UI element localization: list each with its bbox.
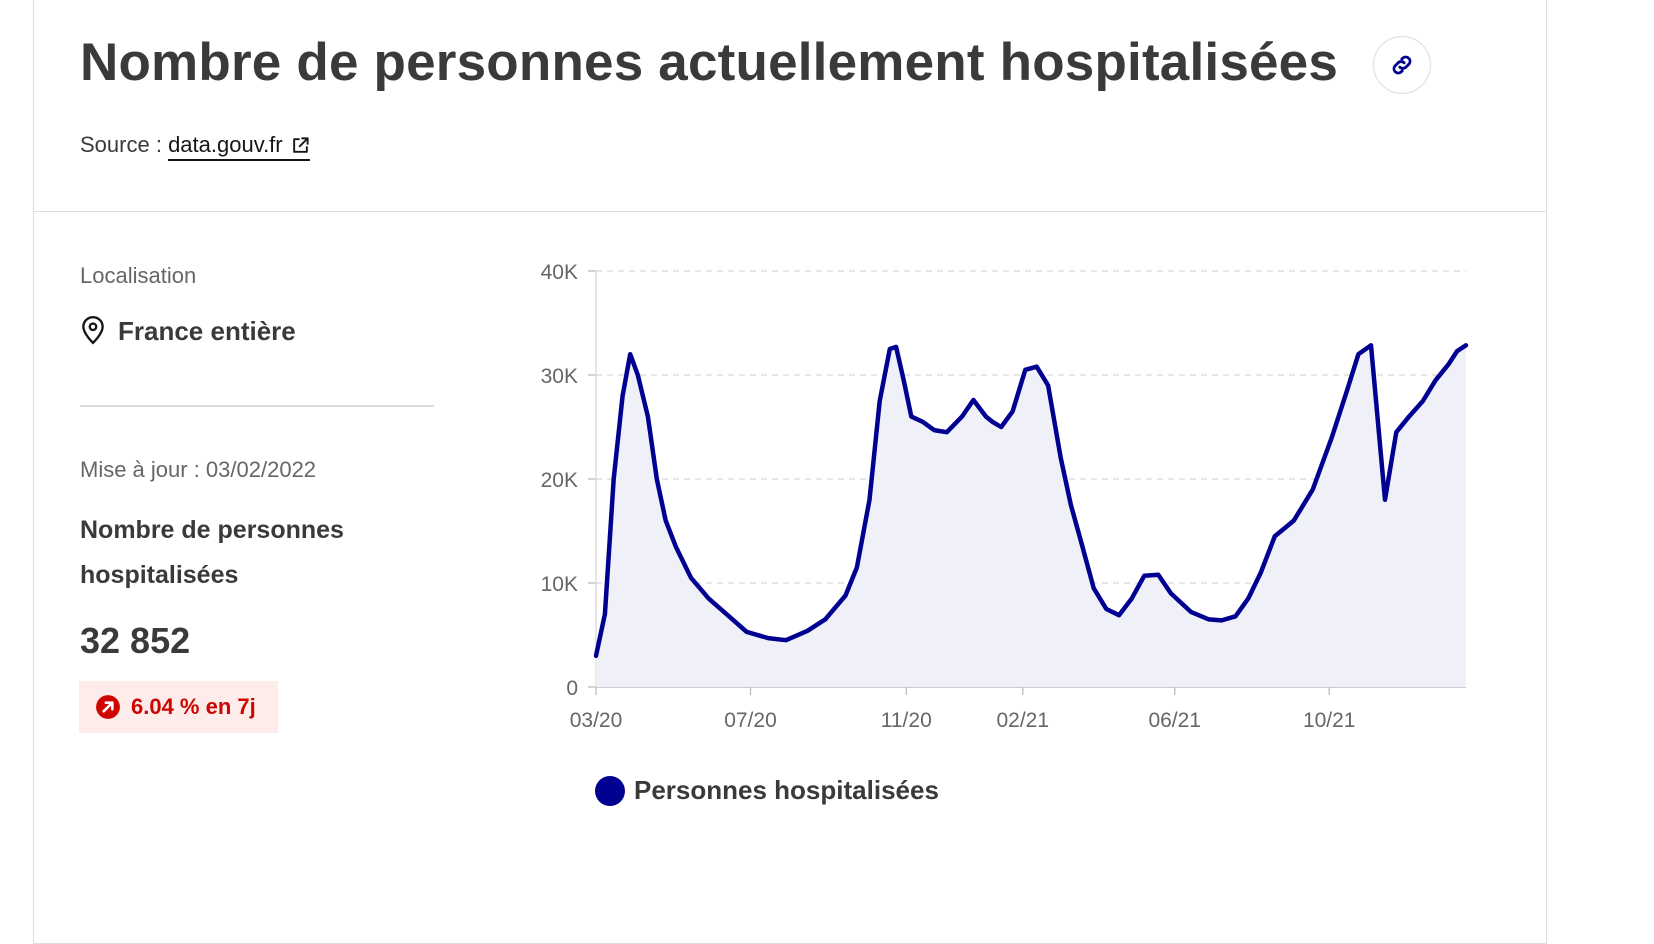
- arrow-up-right-icon: [96, 695, 120, 719]
- x-tick-label: 03/20: [570, 709, 623, 732]
- link-icon: [1392, 55, 1412, 75]
- y-tick-label: 40K: [541, 261, 578, 284]
- x-tick-label: 11/20: [881, 709, 932, 732]
- metric-value: 32 852: [80, 620, 191, 661]
- trend-badge: 6.04 % en 7j: [79, 681, 278, 733]
- update-date: Mise à jour : 03/02/2022: [80, 457, 317, 482]
- legend-swatch: [595, 775, 625, 806]
- source-link-text: data.gouv.fr: [168, 132, 283, 157]
- y-tick-label: 30K: [541, 365, 578, 388]
- series-area: [596, 345, 1466, 687]
- x-tick-label: 06/21: [1148, 709, 1201, 732]
- map-pin-icon: [82, 315, 104, 344]
- header-divider: [33, 211, 1547, 212]
- x-tick-label: 07/20: [724, 709, 777, 732]
- y-tick-label: 0: [566, 677, 578, 700]
- metric-label: Nombre de personnes hospitalisées: [80, 516, 344, 589]
- series-line: [593, 343, 1469, 659]
- location-label: Localisation: [80, 263, 197, 288]
- y-tick-label: 20K: [541, 469, 578, 492]
- source-prefix: Source :: [80, 132, 162, 157]
- location-selector[interactable]: France entière: [80, 315, 296, 347]
- external-link-icon: [292, 137, 309, 153]
- x-tick-label: 02/21: [996, 709, 1049, 732]
- chart-legend[interactable]: Personnes hospitalisées: [595, 775, 939, 806]
- copy-link-button[interactable]: [1373, 36, 1431, 94]
- source-line: Source : data.gouv.fr: [80, 132, 310, 161]
- legend-label: Personnes hospitalisées: [634, 775, 939, 805]
- page-title: Nombre de personnes actuellement hospita…: [80, 33, 1339, 92]
- x-tick-label: 10/21: [1303, 709, 1356, 732]
- source-link[interactable]: data.gouv.fr: [168, 132, 310, 161]
- sidebar-divider: [80, 405, 434, 407]
- trend-text: 6.04 % en 7j: [131, 694, 256, 719]
- y-tick-label: 10K: [541, 573, 578, 596]
- location-value: France entière: [118, 316, 296, 346]
- hospitalization-card: [33, 0, 1547, 944]
